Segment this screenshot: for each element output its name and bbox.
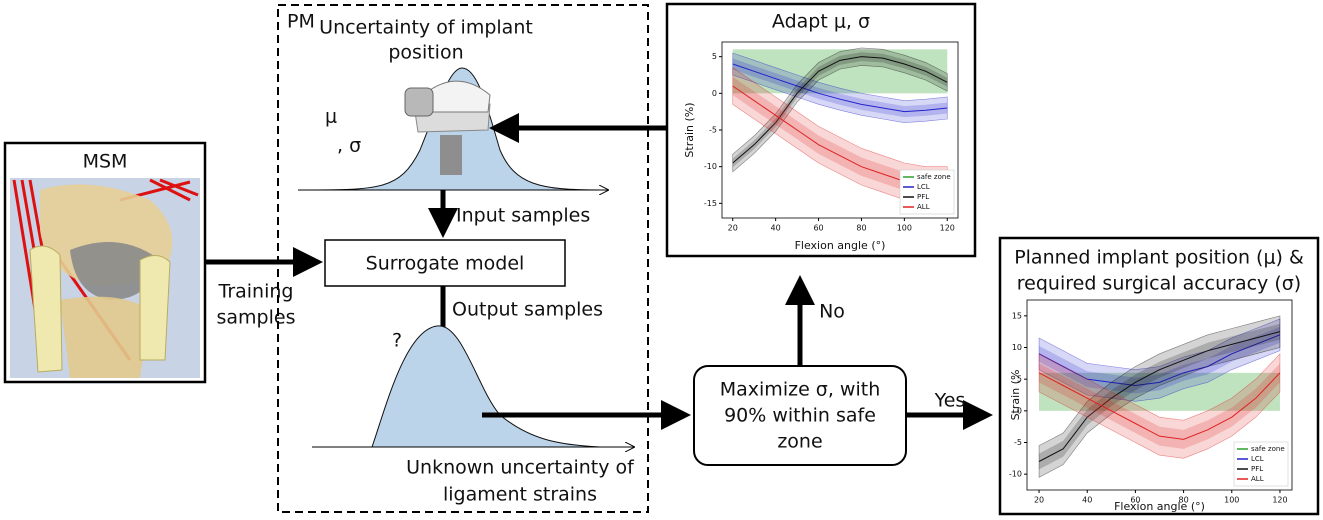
series-line [732, 63, 948, 113]
label: Training [218, 281, 294, 303]
x-tick-label: 60 [813, 224, 823, 233]
label: Input samples [456, 205, 590, 227]
knee-illustration [10, 178, 200, 378]
safe-zone [732, 49, 948, 94]
label: Unknown uncertainty of [406, 457, 635, 479]
label: Surrogate model [366, 253, 525, 275]
distribution-curve [371, 325, 601, 448]
x-tick-label: 60 [1130, 496, 1140, 505]
y-tick-label: 5 [1017, 375, 1022, 384]
y-tick-label: -5 [1014, 438, 1022, 447]
uncertainty-band [732, 47, 948, 173]
pm-box [277, 4, 649, 513]
y-tick-label: 10 [1012, 343, 1022, 352]
y-tick-label: -10 [1009, 470, 1022, 479]
sigma-label: , σ [337, 135, 361, 157]
legend-label: LCL [1251, 455, 1264, 463]
y-tick-label: -5 [709, 126, 717, 135]
uncertainty-band [1038, 353, 1281, 459]
label: zone [777, 431, 822, 453]
x-tick-label: 100 [897, 224, 912, 233]
x-tick-label: 40 [1082, 496, 1092, 505]
y-axis-label: Strain (%) [683, 102, 696, 157]
series-line [732, 56, 948, 164]
x-tick-label: 40 [771, 224, 781, 233]
label: samples [217, 307, 296, 329]
uncertainty-band [1038, 315, 1281, 478]
y-tick-label: -10 [704, 162, 717, 171]
x-tick-label: 20 [1034, 496, 1044, 505]
legend-label: PFL [1251, 465, 1263, 473]
label: Maximize σ, with [720, 379, 880, 401]
x-axis-label: Flexion angle (°) [795, 239, 886, 252]
series-line [1038, 372, 1281, 440]
legend-label: PFL [917, 193, 929, 201]
x-tick-label: 100 [1224, 496, 1239, 505]
label: ? [392, 330, 402, 352]
implant-illustration [404, 80, 491, 175]
y-tick-label: 0 [1017, 406, 1022, 415]
uncertainty-band [732, 58, 948, 118]
chart-title: required surgical accuracy (σ) [1017, 273, 1301, 295]
legend-label: safe zone [917, 173, 951, 181]
uncertainty-band [1039, 326, 1280, 394]
chart-title: Planned implant position (μ) & [1014, 247, 1304, 269]
y-tick-label: 5 [712, 52, 717, 61]
legend-label: LCL [917, 183, 930, 191]
legend-label: safe zone [1251, 445, 1285, 453]
msm-title: MSM [83, 151, 128, 173]
y-tick-label: 0 [712, 89, 717, 98]
uncertainty-band [1039, 363, 1280, 449]
plot-frame [1026, 299, 1293, 491]
y-axis-label: Strain (% [1009, 370, 1022, 421]
mu-label: μ [325, 106, 337, 128]
chart-title: Adapt μ, σ [772, 11, 870, 33]
label: 90% within safe [724, 405, 876, 427]
label: Yes [934, 390, 966, 412]
label: ligament strains [443, 484, 597, 506]
pm-label: PM [287, 11, 315, 33]
series-line [1038, 331, 1281, 462]
label: No [819, 301, 845, 323]
label: position [388, 42, 463, 64]
label: Output samples [452, 299, 603, 321]
x-tick-label: 80 [1178, 496, 1188, 505]
x-tick-label: 80 [856, 224, 866, 233]
y-tick-label: 15 [1012, 311, 1022, 320]
x-tick-label: 20 [728, 224, 738, 233]
x-tick-label: 120 [1272, 496, 1287, 505]
x-axis-label: Flexion angle (°) [1114, 500, 1205, 513]
y-tick-label: -15 [704, 199, 717, 208]
x-tick-label: 120 [940, 224, 955, 233]
label: Uncertainty of implant [319, 17, 533, 39]
legend-label: ALL [1251, 475, 1264, 483]
legend-label: ALL [917, 203, 930, 211]
